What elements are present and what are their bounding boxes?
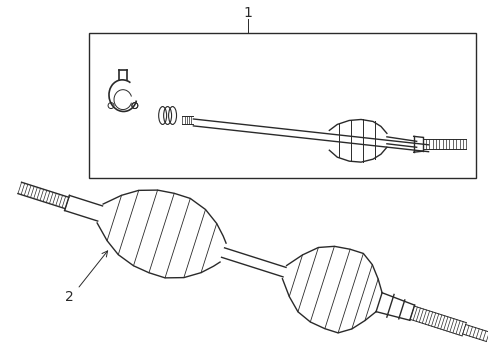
Text: 1: 1	[244, 6, 252, 20]
Bar	[89, 33, 476, 178]
Text: 2: 2	[65, 290, 74, 304]
